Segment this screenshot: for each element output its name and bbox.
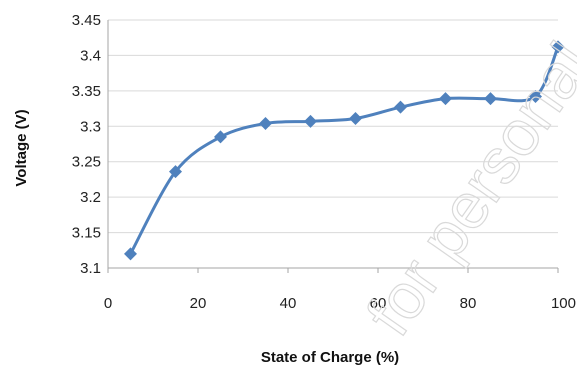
y-tick-label: 3.35: [72, 83, 101, 100]
y-tick-label: 3.2: [80, 189, 101, 206]
data-point-marker: [484, 92, 497, 106]
data-point-marker: [349, 111, 362, 125]
data-point-marker: [259, 116, 272, 130]
y-axis-title: Voltage (V): [13, 109, 30, 186]
x-tick-label: 40: [280, 295, 297, 312]
y-tick-label: 3.25: [72, 154, 101, 171]
data-point-marker: [169, 165, 182, 179]
x-axis-title: State of Charge (%): [261, 349, 399, 366]
data-point-marker: [529, 90, 542, 104]
y-tick-label: 3.4: [80, 47, 101, 64]
data-point-marker: [439, 92, 452, 106]
data-point-marker: [214, 130, 227, 144]
x-tick-label: 100: [551, 295, 576, 312]
axes: [107, 20, 559, 273]
y-tick-labels: 3.1 3.15 3.2 3.25 3.3 3.35 3.4 3.45: [72, 12, 101, 277]
x-tick-label: 20: [190, 295, 207, 312]
x-tick-label: 60: [370, 295, 387, 312]
x-tick-label: 80: [460, 295, 477, 312]
y-tick-label: 3.3: [80, 118, 101, 135]
y-tick-label: 3.15: [72, 225, 101, 242]
data-point-marker: [394, 100, 407, 114]
data-point-marker: [124, 247, 137, 261]
data-point-marker: [551, 40, 565, 54]
y-tick-label: 3.45: [72, 12, 101, 29]
y-tick-label: 3.1: [80, 260, 101, 277]
series-group: [124, 40, 565, 261]
x-tick-labels: 0 20 40 60 80 100: [104, 295, 576, 312]
x-tick-label: 0: [104, 295, 112, 312]
data-point-marker: [304, 114, 317, 128]
